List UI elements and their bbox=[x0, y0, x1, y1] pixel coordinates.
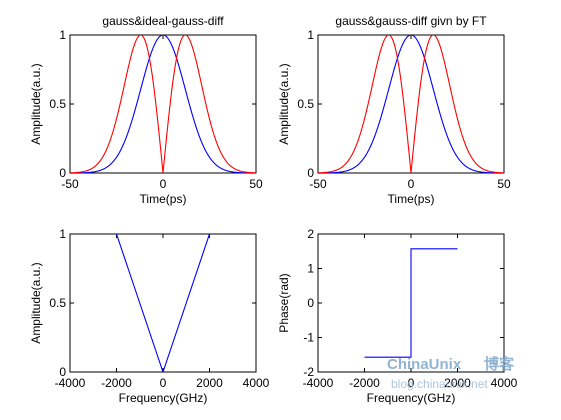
y-tick-label: 0.5 bbox=[49, 296, 66, 310]
x-tick-label: 50 bbox=[249, 177, 263, 191]
y-tick-label: 0.5 bbox=[297, 97, 314, 111]
series-line-1 bbox=[318, 35, 504, 173]
x-tick-label: -50 bbox=[61, 177, 79, 191]
x-tick-label: 50 bbox=[497, 177, 511, 191]
x-tick-label: 4000 bbox=[243, 376, 270, 390]
x-tick-label: 0 bbox=[160, 376, 167, 390]
axes-frame bbox=[69, 233, 257, 373]
axes-layer: -50 0 5000.51gauss&ideal-gauss-diffTime(ps… bbox=[29, 14, 518, 405]
subplot-title: gauss&ideal-gauss-diff bbox=[102, 14, 224, 28]
x-tick-label: -4000 bbox=[303, 376, 334, 390]
x-tick-label: -2000 bbox=[349, 376, 380, 390]
series-line-1 bbox=[115, 234, 211, 372]
x-axis-label: Frequency(GHz) bbox=[119, 391, 208, 405]
x-tick-label: 0 bbox=[160, 177, 167, 191]
watermark-brand-cn: 博客 bbox=[484, 355, 515, 373]
subplot-4: -4000 -2000 0 2000 4000 -2 -1 0 1 2 Frequency(GHz)… bbox=[277, 227, 518, 405]
subplot-1: -50 0 5000.51gauss&ideal-gauss-diffTime(ps… bbox=[29, 14, 263, 206]
series-line-1 bbox=[70, 35, 256, 173]
y-tick-label: 0 bbox=[59, 365, 66, 379]
axes-frame bbox=[317, 34, 505, 174]
y-axis-label: Phase(rad) bbox=[277, 273, 291, 332]
y-tick-label: 0 bbox=[307, 166, 314, 180]
watermark-brand: ChinaUnix bbox=[387, 356, 462, 373]
watermark: ChinaUnix 博客 blog.chinaunix.net bbox=[387, 355, 515, 391]
x-tick-label: 0 bbox=[408, 177, 415, 191]
y-tick-label: 1 bbox=[59, 227, 66, 241]
series-line-2 bbox=[70, 35, 256, 173]
subplot-title: gauss&gauss-diff givn by FT bbox=[335, 14, 487, 28]
y-tick-label: -2 bbox=[303, 365, 314, 379]
x-axis-label: Time(ps) bbox=[388, 192, 435, 206]
y-axis-label: Amplitude(a.u.) bbox=[29, 63, 43, 144]
y-tick-label: 2 bbox=[307, 227, 314, 241]
y-tick-label: 0.5 bbox=[49, 97, 66, 111]
series-line-2 bbox=[318, 35, 504, 173]
x-axis-label: Frequency(GHz) bbox=[367, 391, 456, 405]
x-tick-label: -2000 bbox=[101, 376, 132, 390]
x-tick-label: 2000 bbox=[196, 376, 223, 390]
y-axis-label: Amplitude(a.u.) bbox=[277, 63, 291, 144]
x-tick-label: 0 bbox=[408, 376, 415, 390]
y-tick-label: 0 bbox=[59, 166, 66, 180]
subplot-3: -4000 -2000 0 2000 4000 0 0.5 1 Frequency(GHz) Am… bbox=[29, 227, 270, 405]
x-tick-label: 4000 bbox=[491, 376, 518, 390]
y-axis-label: Amplitude(a.u.) bbox=[29, 262, 43, 343]
x-tick-label: -50 bbox=[309, 177, 327, 191]
x-axis-label: Time(ps) bbox=[140, 192, 187, 206]
axes-frame bbox=[69, 34, 257, 174]
x-tick-label: -4000 bbox=[55, 376, 86, 390]
watermark-url: blog.chinaunix.net bbox=[391, 377, 488, 391]
y-tick-label: 1 bbox=[307, 28, 314, 42]
series-line-1 bbox=[364, 248, 458, 358]
y-tick-label: 1 bbox=[59, 28, 66, 42]
y-tick-label: 1 bbox=[307, 262, 314, 276]
x-tick-label: 2000 bbox=[444, 376, 471, 390]
y-tick-label: 0 bbox=[307, 296, 314, 310]
y-tick-label: -1 bbox=[303, 331, 314, 345]
